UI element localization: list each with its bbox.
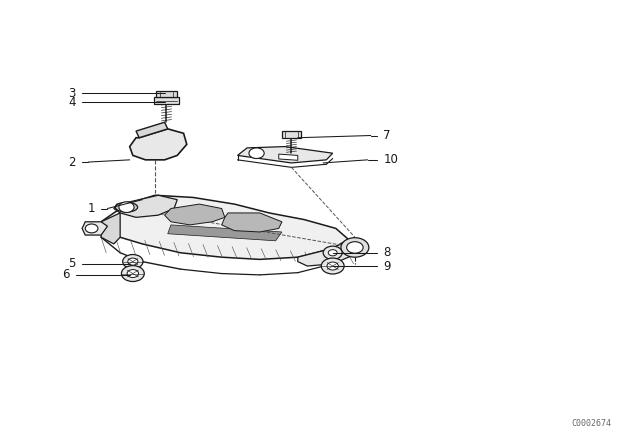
Text: 6: 6 <box>62 268 69 281</box>
Text: 7: 7 <box>383 129 391 142</box>
Circle shape <box>85 224 98 233</box>
Text: 3: 3 <box>68 87 76 100</box>
Polygon shape <box>279 154 298 160</box>
Polygon shape <box>101 213 120 244</box>
Polygon shape <box>237 146 333 163</box>
Circle shape <box>341 238 369 257</box>
FancyBboxPatch shape <box>156 91 177 98</box>
Polygon shape <box>114 195 177 217</box>
Polygon shape <box>130 129 187 160</box>
Polygon shape <box>168 225 282 241</box>
Circle shape <box>122 266 144 281</box>
Text: C0002674: C0002674 <box>572 418 612 427</box>
Text: 5: 5 <box>68 257 76 270</box>
Circle shape <box>123 254 143 269</box>
Text: 10: 10 <box>383 153 398 166</box>
Circle shape <box>328 250 337 256</box>
Polygon shape <box>164 204 225 225</box>
Text: 9: 9 <box>383 259 391 272</box>
Circle shape <box>327 262 339 270</box>
Polygon shape <box>298 240 361 266</box>
FancyBboxPatch shape <box>154 98 179 104</box>
Polygon shape <box>82 222 108 235</box>
Polygon shape <box>136 122 168 138</box>
Ellipse shape <box>115 202 138 212</box>
Circle shape <box>323 246 342 259</box>
Text: 1: 1 <box>87 202 95 215</box>
Circle shape <box>119 202 134 212</box>
Circle shape <box>249 148 264 159</box>
Polygon shape <box>101 195 349 259</box>
Text: 4: 4 <box>68 96 76 109</box>
Text: 2: 2 <box>68 155 76 168</box>
Text: 8: 8 <box>383 246 391 259</box>
Circle shape <box>321 258 344 274</box>
Circle shape <box>127 270 138 277</box>
FancyBboxPatch shape <box>282 131 301 138</box>
Polygon shape <box>221 213 282 232</box>
Circle shape <box>128 258 138 265</box>
Circle shape <box>347 242 363 253</box>
